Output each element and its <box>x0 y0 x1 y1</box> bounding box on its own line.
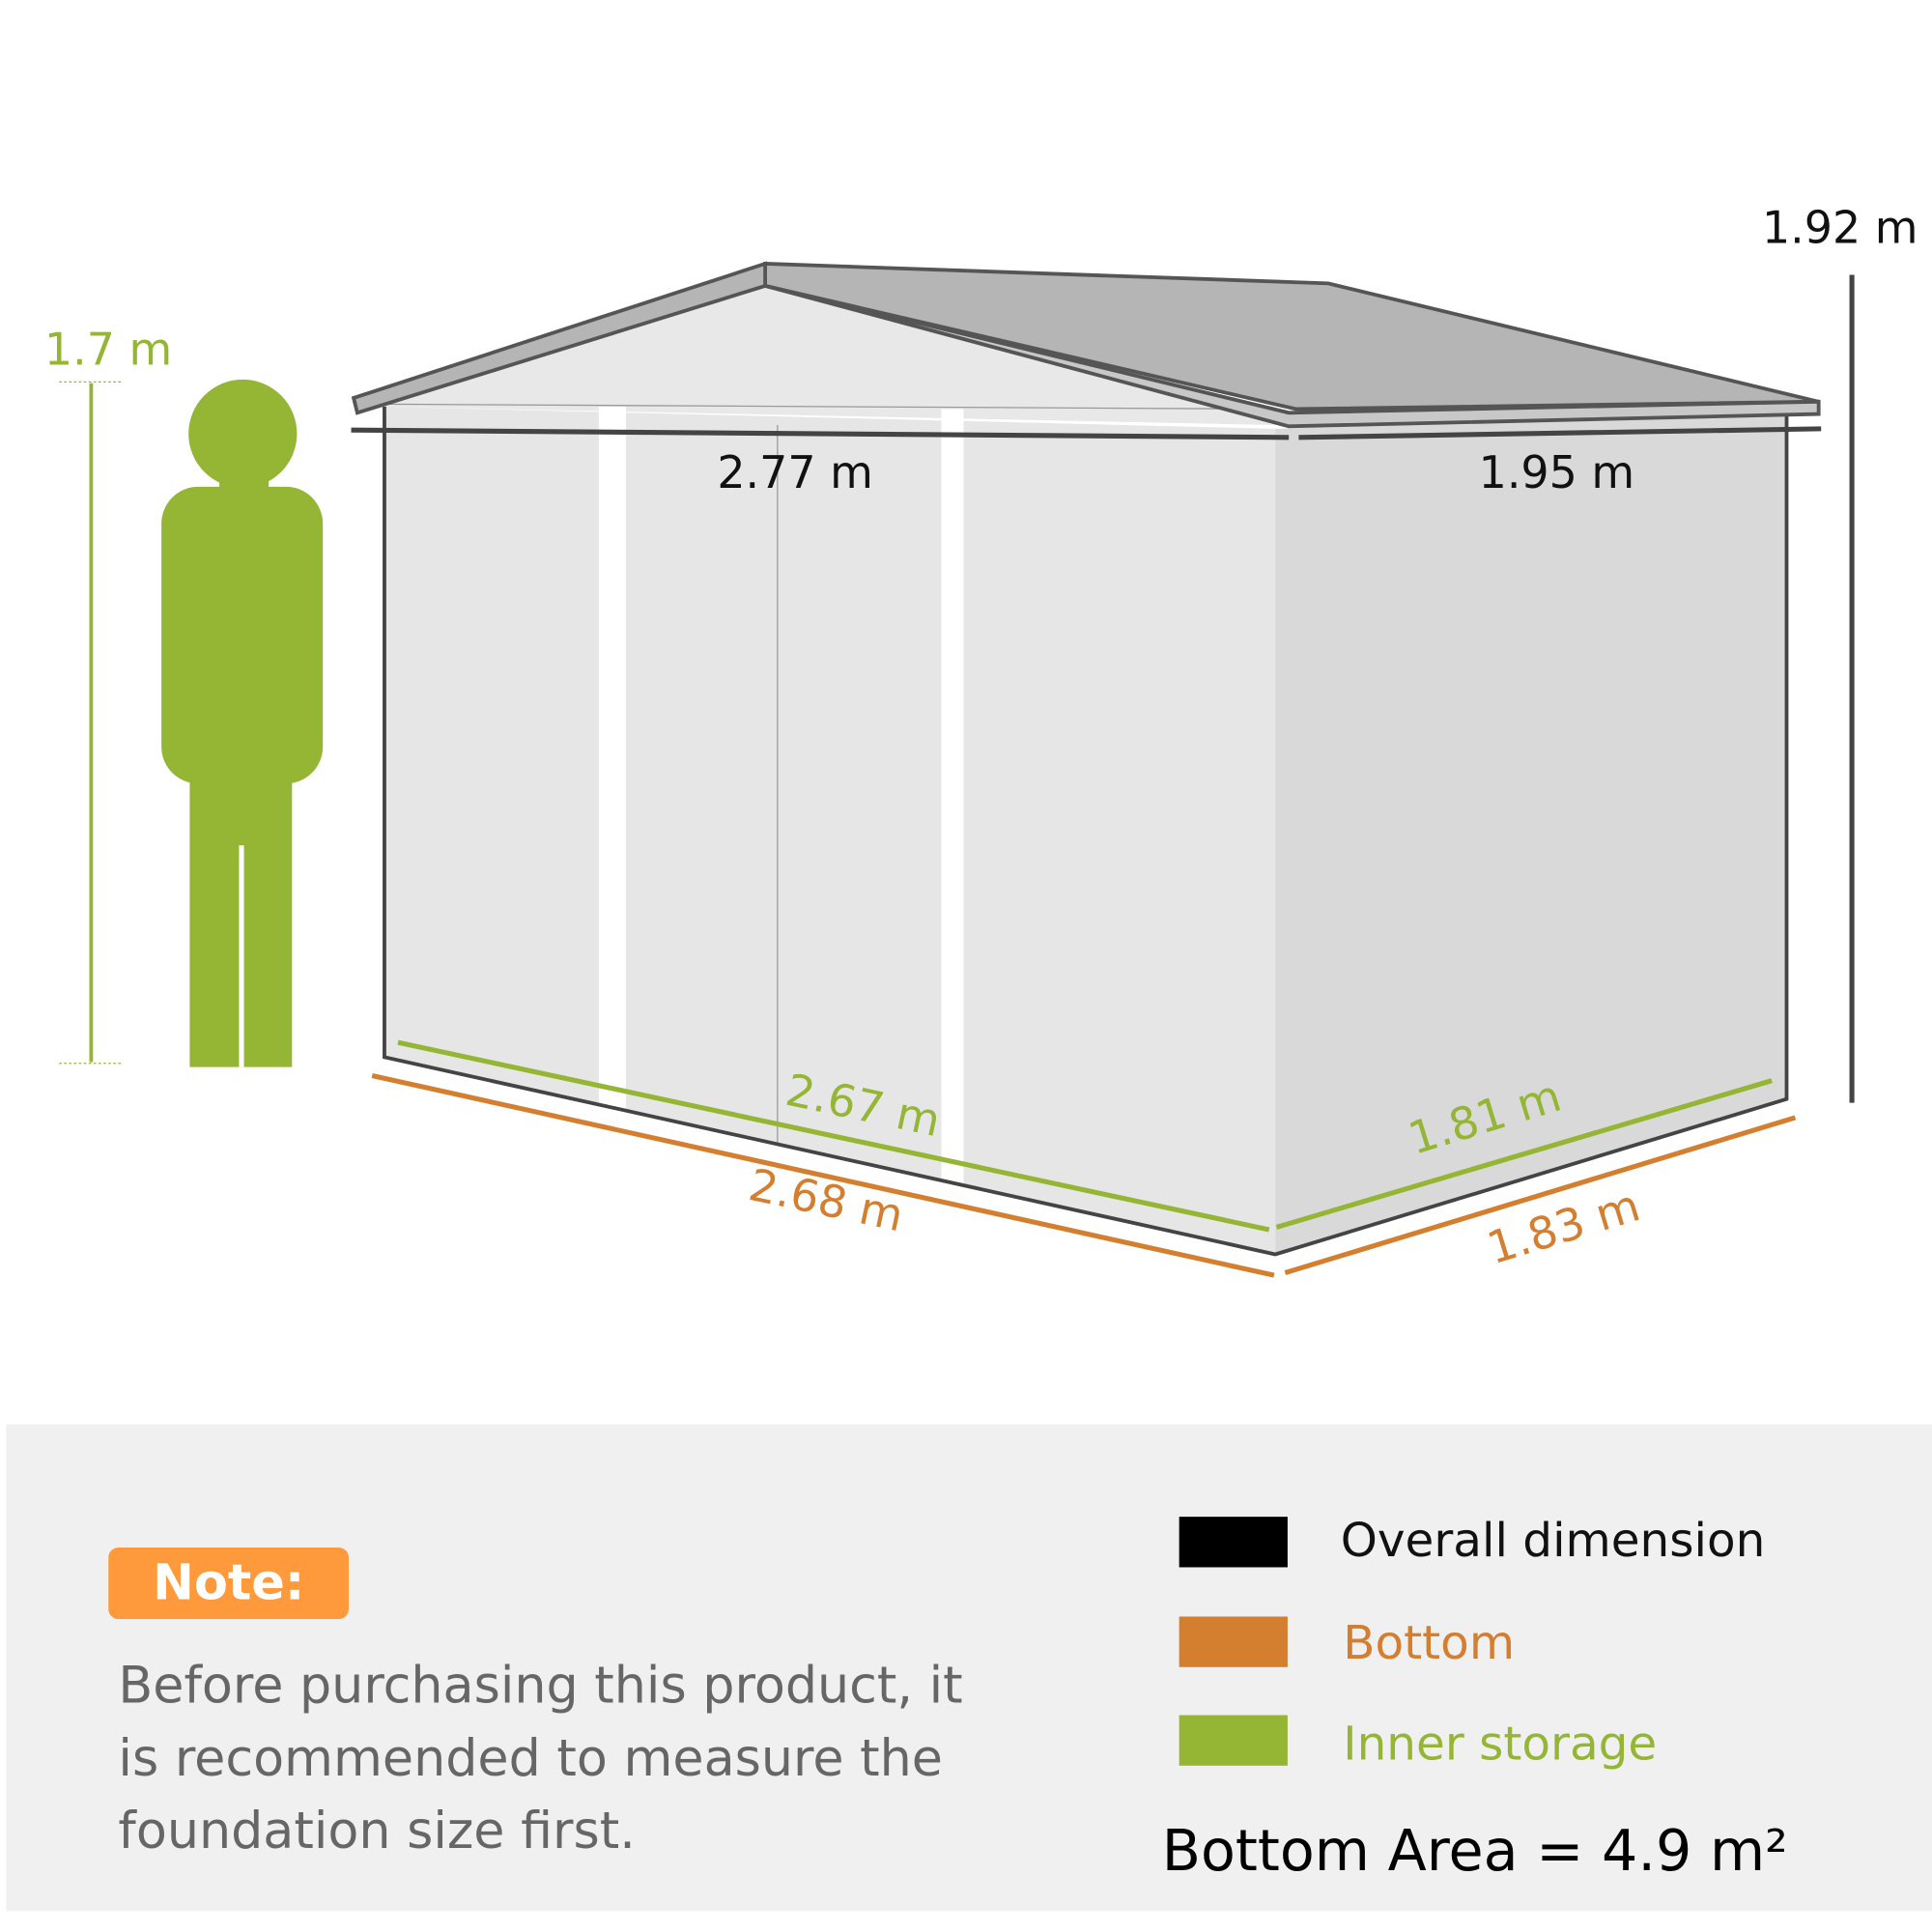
shed-front-wall <box>384 406 1276 1255</box>
door-frame-left <box>598 406 626 1109</box>
inner-width-line <box>397 1039 1270 1233</box>
legend-swatch-overall <box>1179 1517 1288 1568</box>
person-height-line <box>59 381 124 1065</box>
note-line: is recommended to measure the <box>118 1729 942 1788</box>
legend-label-inner: Inner storage <box>1343 1717 1657 1771</box>
bottom-width-line <box>371 1073 1275 1278</box>
inner-depth-line <box>1275 1078 1773 1230</box>
legend: Overall dimension Bottom Inner storage <box>1179 1514 1766 1771</box>
note-badge-label: Note: <box>153 1555 304 1612</box>
info-panel <box>6 1424 1932 1912</box>
legend-swatch-inner <box>1179 1715 1288 1766</box>
door-frame-right <box>941 409 964 1186</box>
person-height-label: 1.7 m <box>44 324 172 376</box>
bottom-width-label: 2.68 m <box>745 1158 908 1241</box>
note-text: Before purchasing this product, it is re… <box>118 1657 962 1861</box>
legend-swatch-bottom <box>1179 1616 1288 1667</box>
shed <box>351 261 1821 1257</box>
shed-side-wall <box>1275 413 1787 1255</box>
legend-label-overall: Overall dimension <box>1341 1514 1766 1568</box>
legend-label-bottom: Bottom <box>1343 1616 1515 1670</box>
bottom-area-label: Bottom Area = 4.9 m² <box>1162 1818 1788 1884</box>
bottom-depth-line <box>1284 1115 1797 1276</box>
overall-height-label: 1.92 m <box>1762 201 1918 253</box>
note-line: Before purchasing this product, it <box>118 1657 962 1716</box>
overall-depth-line <box>1298 426 1822 440</box>
overall-depth-label: 1.95 m <box>1479 446 1635 498</box>
person-silhouette <box>161 379 324 1067</box>
note-badge <box>108 1548 349 1620</box>
overall-width-line <box>351 427 1290 440</box>
bottom-depth-label: 1.83 m <box>1481 1179 1645 1274</box>
overall-width-label: 2.77 m <box>717 446 873 498</box>
note-line: foundation size first. <box>118 1802 635 1861</box>
shed-gable <box>384 285 1276 426</box>
